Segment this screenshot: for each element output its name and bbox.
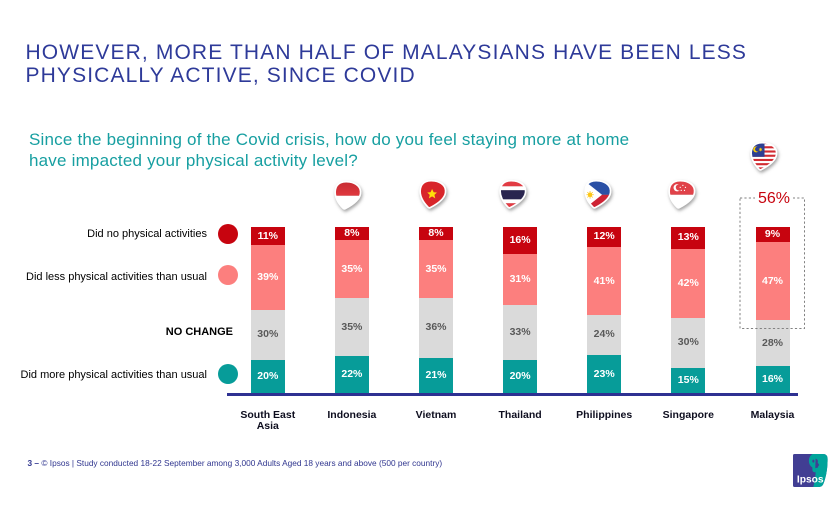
svg-text:Ipsos: Ipsos xyxy=(797,474,824,485)
